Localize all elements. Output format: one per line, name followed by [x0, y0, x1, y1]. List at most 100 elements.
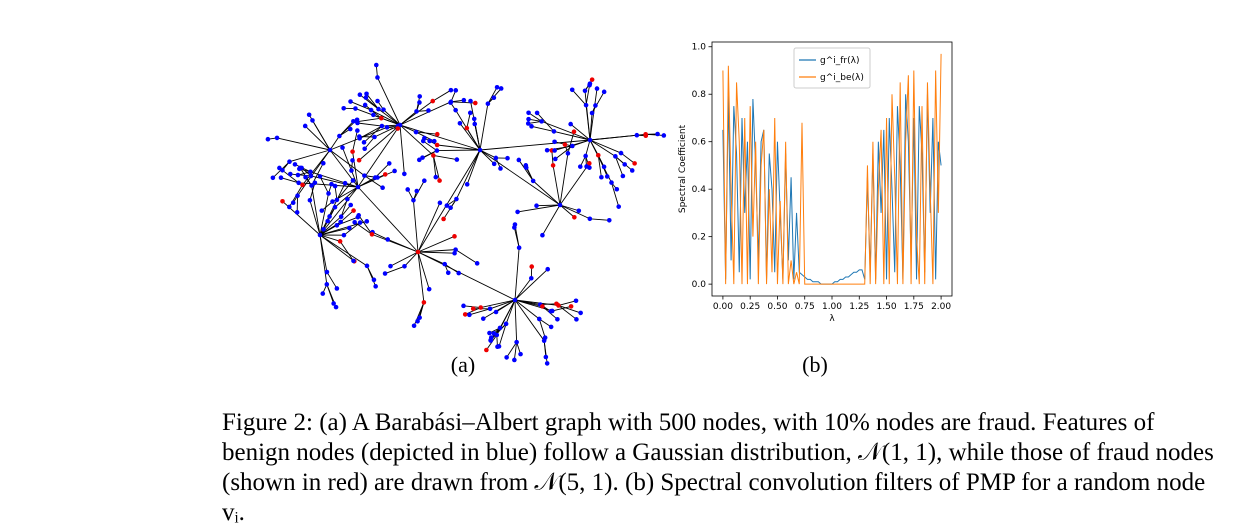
graph-node	[353, 106, 358, 111]
graph-edge	[371, 110, 400, 125]
graph-node	[385, 237, 390, 242]
graph-node	[375, 175, 380, 180]
graph-node	[454, 197, 459, 202]
graph-node	[365, 264, 370, 269]
graph-node	[347, 226, 352, 231]
graph-node	[362, 146, 367, 151]
graph-node	[275, 136, 280, 141]
graph-node	[319, 208, 324, 213]
graph-node	[387, 161, 392, 166]
graph-edge	[480, 150, 494, 164]
graph-node	[371, 113, 376, 118]
graph-node	[372, 135, 377, 140]
graph-node	[553, 157, 558, 162]
graph-node	[327, 214, 332, 219]
graph-node	[308, 169, 313, 174]
graph-node	[271, 175, 276, 180]
graph-node	[334, 305, 339, 310]
network-graph	[266, 63, 667, 366]
graph-edge	[456, 150, 480, 199]
graph-node	[568, 122, 573, 127]
graph-edge	[586, 105, 590, 140]
graph-node	[374, 63, 379, 68]
graph-node	[388, 264, 393, 269]
graph-node	[422, 300, 427, 305]
graph-node	[583, 89, 588, 94]
graph-node	[417, 158, 422, 163]
graph-node	[379, 116, 384, 121]
graph-node	[427, 287, 432, 292]
graph-node	[417, 100, 422, 105]
graph-node	[569, 304, 574, 309]
graph-node	[333, 205, 338, 210]
graph-node	[461, 304, 466, 309]
graph-node	[342, 233, 347, 238]
graph-node	[588, 216, 593, 221]
graph-node	[583, 154, 588, 159]
graph-node	[504, 355, 509, 360]
graph-node	[632, 161, 637, 166]
graph-edge	[515, 278, 531, 300]
graph-edge	[357, 123, 381, 126]
graph-node	[373, 284, 378, 289]
graph-node	[414, 109, 419, 114]
graph-node	[596, 153, 601, 158]
graph-node	[435, 143, 440, 148]
graph-node	[338, 220, 343, 225]
graph-node	[341, 106, 346, 111]
graph-node	[375, 75, 380, 80]
graph-node	[472, 122, 477, 127]
graph-node	[574, 298, 579, 303]
graph-node	[572, 129, 577, 134]
graph-node	[325, 219, 330, 224]
graph-node	[383, 172, 388, 177]
graph-node	[566, 151, 571, 156]
graph-node	[288, 172, 293, 177]
graph-node	[307, 112, 312, 117]
graph-node	[556, 303, 561, 308]
graph-node	[484, 348, 489, 353]
graph-edge	[646, 134, 664, 135]
graph-node	[529, 264, 534, 269]
graph-node	[364, 95, 369, 100]
graph-node	[588, 138, 593, 143]
y-tick-label: 0.2	[692, 233, 706, 243]
graph-node	[574, 317, 579, 322]
graph-node	[300, 183, 305, 188]
graph-node	[296, 173, 301, 178]
graph-node	[280, 168, 285, 173]
graph-node	[448, 205, 453, 210]
legend-label: g^i_be(λ)	[820, 73, 864, 83]
graph-node	[499, 86, 504, 91]
graph-node	[335, 198, 340, 203]
graph-edge	[515, 300, 552, 311]
y-tick-label: 0.4	[692, 185, 707, 195]
graph-edge	[515, 300, 517, 342]
graph-node	[512, 358, 517, 363]
graph-node	[414, 189, 419, 194]
graph-node	[369, 108, 374, 113]
graph-node	[537, 317, 542, 322]
graph-edge	[544, 341, 547, 364]
graph-node	[329, 182, 334, 187]
graph-node	[495, 344, 500, 349]
graph-node	[517, 158, 522, 163]
graph-node	[448, 100, 453, 105]
graph-node	[446, 270, 451, 275]
graph-node	[515, 210, 520, 215]
graph-node	[481, 316, 486, 321]
graph-edge	[400, 125, 404, 174]
graph-edge	[327, 272, 337, 288]
graph-node	[488, 338, 493, 343]
graph-edge	[320, 235, 340, 241]
graph-node	[570, 144, 575, 149]
graph-node	[308, 198, 313, 203]
graph-node	[309, 183, 314, 188]
graph-node	[357, 134, 362, 139]
graph-node	[599, 175, 604, 180]
graph-node	[456, 271, 461, 276]
graph-node	[279, 175, 284, 180]
graph-node	[380, 124, 385, 129]
graph-node	[514, 340, 519, 345]
y-tick-label: 1.0	[692, 43, 707, 53]
